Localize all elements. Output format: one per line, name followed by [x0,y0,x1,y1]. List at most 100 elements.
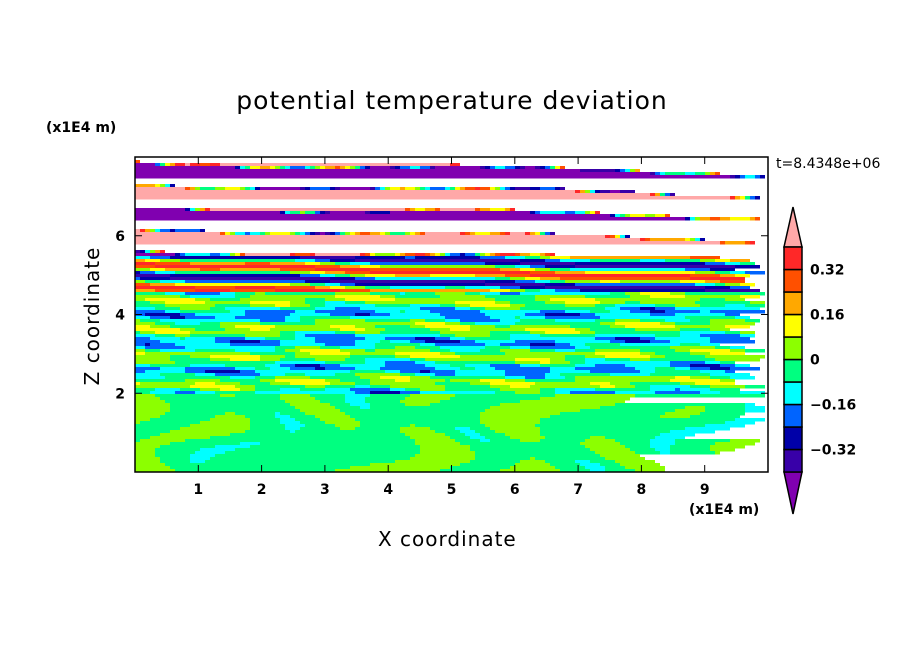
contour-cell [610,190,620,194]
contour-cell [660,322,675,326]
x-tick-label: 3 [320,482,330,498]
contour-cell [650,442,675,446]
contour-cell [240,187,245,191]
contour-cell [745,271,765,275]
contour-cell [135,274,170,278]
contour-cell [635,469,665,473]
contour-cell [325,283,340,287]
contour-cell [445,316,490,320]
contour-cell [150,391,175,395]
contour-cell [490,331,530,335]
contour-cell [530,343,555,347]
contour-cell [135,277,140,281]
contour-cell [365,166,370,170]
contour-cell [690,349,730,353]
contour-cell [545,436,590,440]
contour-cell [705,406,745,410]
contour-cell [435,430,460,434]
contour-cell [230,433,405,437]
y-tick-label: 6 [115,229,125,245]
contour-cell [335,274,350,278]
contour-cell [480,433,505,437]
contour-cell [290,211,300,215]
contour-cell [360,307,420,311]
contour-cell [400,310,405,314]
contour-cell [150,229,155,233]
contour-cell [235,325,275,329]
contour-cell [655,436,685,440]
contour-cell [495,166,505,170]
contour-cell [140,229,145,233]
contour-cell [260,373,285,377]
contour-cell [500,232,505,236]
contour-cell [390,211,530,215]
contour-cell [745,241,750,245]
contour-cell [480,418,540,422]
contour-cell [135,319,140,323]
contour-cell [475,454,600,458]
contour-cell [280,343,325,347]
contour-cell [620,442,650,446]
x-tick-label: 5 [447,482,457,498]
contour-cell [305,412,345,416]
contour-cell [620,343,680,347]
contour-cell [550,256,570,260]
contour-cell [245,415,275,419]
contour-cell [420,187,425,191]
contour-cell [275,325,330,329]
contour-cell [135,406,170,410]
contour-cell [480,292,500,296]
contour-cell [620,235,625,239]
contour-cell [685,406,705,410]
contour-cell [350,388,390,392]
contour-cell [170,229,175,233]
contour-cell [750,217,755,221]
contour-cell [495,265,515,269]
contour-cell [585,355,605,359]
contour-cell [135,367,160,371]
colorbar-label: 0 [810,353,820,369]
contour-cell [170,256,300,260]
contour-cell [740,175,745,179]
contour-cell [190,355,210,359]
contour-cell [355,331,380,335]
contour-cell [145,352,250,356]
contour-cell [645,238,650,242]
contour-cell [285,166,290,170]
contour-cell [180,310,230,314]
contour-cell [195,187,200,191]
contour-cell [535,424,705,428]
contour-cell [175,271,290,275]
contour-cell [285,373,305,377]
contour-cell [250,424,285,428]
contour-cell [150,325,170,329]
contour-cell [410,319,425,323]
contour-cell [365,337,385,341]
contour-cell [455,439,480,443]
contour-cell [525,256,540,260]
contour-cell [445,322,460,326]
contour-cell [520,319,555,323]
contour-cell [605,355,650,359]
contour-cell [605,457,645,461]
contour-cell [455,394,555,398]
contour-cell [310,352,350,356]
contour-cell [520,439,540,443]
contour-cell [640,349,675,353]
colorbar-box [783,246,803,271]
contour-cell [195,451,225,455]
contour-cell [625,445,650,449]
contour-cell [425,325,470,329]
contour-cell [330,187,335,191]
contour-cell [480,439,490,443]
contour-cell [585,295,630,299]
contour-cell [685,316,735,320]
contour-cell [335,469,440,473]
contour-cell [210,253,220,257]
contour-cell [295,418,320,422]
contour-cell [665,355,705,359]
contour-cell [575,349,595,353]
contour-cell [675,367,690,371]
contour-cell [460,187,465,191]
contour-cell [155,262,190,266]
